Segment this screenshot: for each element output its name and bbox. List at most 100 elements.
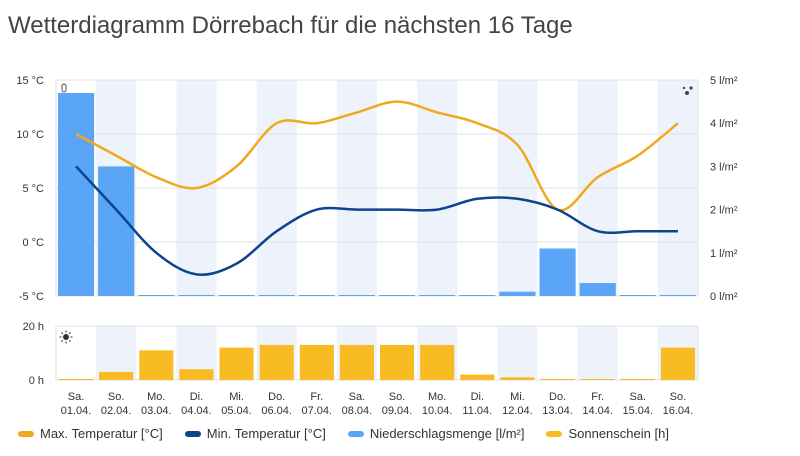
x-tick-label-date: 12.04. [502,405,533,417]
precip-bar [138,295,175,296]
precip-bar [98,166,135,296]
sun-icon-ray [68,339,71,342]
y-tick-label-sun: 0 h [29,375,44,387]
legend-item-precipitation[interactable]: Niederschlagsmenge [l/m²] [347,426,524,441]
y-tick-label-temp: 5 °C [22,183,44,195]
y-tick-label-temp: 0 °C [22,237,44,249]
sunshine-bar [99,371,134,380]
x-tick-label-day: Di. [471,391,484,403]
precip-bar [218,295,255,296]
thermometer-icon [61,83,67,93]
x-tick-label-day: So. [389,391,406,403]
sunshine-bar [139,350,174,380]
sunshine-bar [179,369,214,380]
sunshine-bar [500,377,535,380]
y-tick-label-temp: 10 °C [16,129,44,141]
y-tick-label-precip: 0 l/m² [710,291,738,303]
legend-label-sunshine: Sonnenschein [h] [568,426,669,441]
x-tick-label-date: 15.04. [623,405,654,417]
legend-swatch-min-temp [184,430,201,437]
y-tick-label-precip: 5 l/m² [710,75,738,87]
y-tick-label-sun: 20 h [23,321,44,333]
x-tick-label-day: So. [670,391,687,403]
sunshine-bar [259,344,294,380]
x-tick-label-day: Do. [549,391,566,403]
sunshine-bar [420,344,455,380]
x-tick-label-date: 06.04. [261,405,292,417]
x-tick-label-date: 10.04. [422,405,453,417]
x-tick-label-date: 03.04. [141,405,172,417]
legend-label-max-temp: Max. Temperatur [°C] [40,426,163,441]
precip-bar [379,295,416,296]
band-sun [577,326,618,380]
x-tick-label-day: So. [108,391,125,403]
band-sun [497,326,538,380]
precip-bar [258,295,295,296]
precip-bar [619,295,656,296]
x-tick-label-day: Fr. [310,391,323,403]
sunshine-bar [299,344,334,380]
legend-item-min-temp[interactable]: Min. Temperatur [°C] [184,426,326,441]
x-tick-label-day: Sa. [349,391,366,403]
band-sun [96,326,137,380]
x-tick-label-day: Sa. [68,391,85,403]
x-tick-label-day: Di. [190,391,203,403]
x-tick-label-date: 11.04. [462,405,492,417]
precip-bar [58,92,95,297]
y-tick-label-precip: 1 l/m² [710,248,738,260]
x-tick-label-day: Sa. [630,391,647,403]
y-tick-label-precip: 2 l/m² [710,205,738,217]
page-title: Wetterdiagramm Dörrebach für die nächste… [8,12,573,39]
y-tick-label-temp: 15 °C [16,75,44,87]
x-tick-label-date: 05.04. [221,405,252,417]
y-tick-label-precip: 4 l/m² [710,118,738,130]
precip-bar [579,283,616,296]
sunshine-bar [380,344,415,380]
sunshine-bar [59,379,94,380]
precip-bar [539,248,576,296]
sunshine-bar [219,347,254,380]
y-tick-label-temp: -5 °C [19,291,44,303]
series-max-temp-line [75,100,679,212]
sunshine-bar [580,379,615,380]
precip-bar [499,291,536,296]
x-tick-label-date: 16.04. [663,405,694,417]
precip-bar [338,295,375,296]
sun-icon-ray [61,332,64,335]
legend-swatch-max-temp [18,430,34,437]
precip-bar [178,295,215,296]
legend: Max. Temperatur [°C] Min. Temperatur [°C… [18,426,669,441]
x-tick-label-date: 04.04. [181,405,212,417]
legend-item-sunshine[interactable]: Sonnenschein [h] [546,426,669,441]
x-tick-label-day: Mo. [428,391,446,403]
x-tick-label-date: 07.04. [302,405,333,417]
x-tick-label-day: Mi. [229,391,244,403]
sun-icon-ray [68,332,71,335]
x-tick-label-day: Mi. [510,391,525,403]
series-min-temp-line [75,165,678,276]
sun-icon [63,334,69,340]
sunshine-bar [339,344,374,380]
raindrops-icon [685,91,689,95]
legend-swatch-sunshine [546,430,563,437]
x-tick-label-date: 08.04. [342,405,373,417]
sun-icon-ray [61,339,64,342]
x-tick-label-day: Do. [268,391,285,403]
legend-swatch-precipitation [347,430,364,437]
x-tick-label-day: Mo. [147,391,165,403]
sunshine-bar [540,379,575,380]
precip-bar [419,295,456,296]
raindrops-icon [682,86,686,90]
x-tick-label-date: 09.04. [382,405,413,417]
raindrops-icon [689,86,693,90]
precip-bar [659,295,696,296]
legend-item-max-temp[interactable]: Max. Temperatur [°C] [18,426,163,441]
precip-bar [298,295,335,296]
sunshine-bar [660,347,695,380]
x-tick-label-date: 01.04. [61,405,92,417]
precip-bar [459,295,496,296]
sunshine-bar [460,374,495,380]
x-tick-label-date: 02.04. [101,405,132,417]
x-tick-label-date: 13.04. [542,405,573,417]
